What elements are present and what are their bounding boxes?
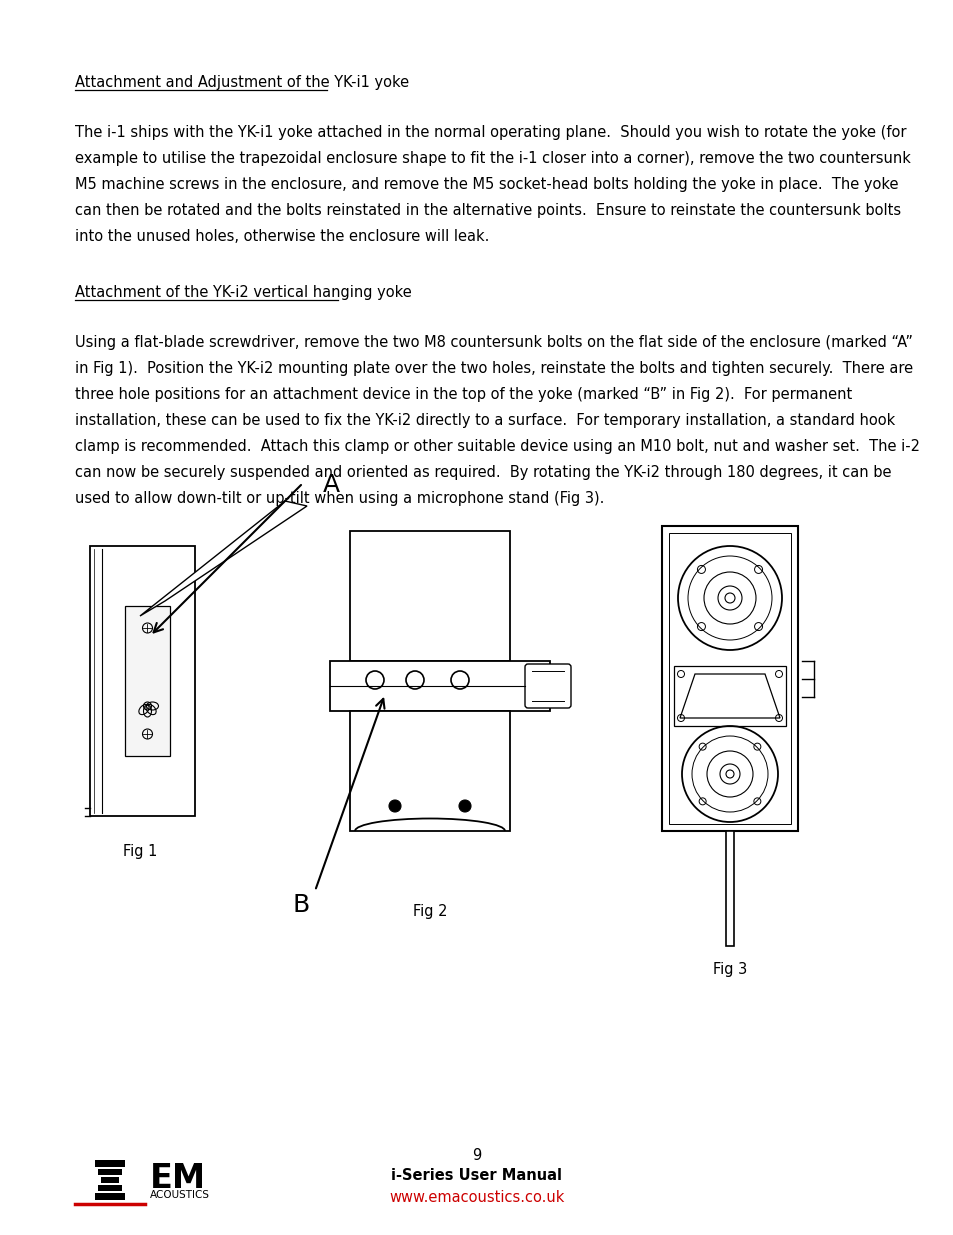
Bar — [725, 831, 733, 946]
Text: www.emacoustics.co.uk: www.emacoustics.co.uk — [389, 1191, 564, 1205]
Text: clamp is recommended.  Attach this clamp or other suitable device using an M10 b: clamp is recommended. Attach this clamp … — [75, 438, 919, 454]
Text: can now be securely suspended and oriented as required.  By rotating the YK-i2 t: can now be securely suspended and orient… — [75, 466, 890, 480]
Text: Fig 1: Fig 1 — [123, 844, 157, 860]
Circle shape — [451, 671, 469, 689]
Text: can then be rotated and the bolts reinstated in the alternative points.  Ensure : can then be rotated and the bolts reinst… — [75, 203, 901, 219]
Text: Attachment and Adjustment of the YK-i1 yoke: Attachment and Adjustment of the YK-i1 y… — [75, 75, 409, 90]
Bar — [350, 531, 510, 661]
Text: ACOUSTICS: ACOUSTICS — [150, 1191, 210, 1200]
Text: used to allow down-tilt or up-tilt when using a microphone stand (Fig 3).: used to allow down-tilt or up-tilt when … — [75, 492, 604, 506]
Text: three hole positions for an attachment device in the top of the yoke (marked “B”: three hole positions for an attachment d… — [75, 387, 851, 403]
Bar — [95, 1160, 125, 1167]
Polygon shape — [140, 501, 307, 616]
Bar — [350, 711, 510, 831]
Bar — [98, 1186, 122, 1191]
Text: Attachment of the YK-i2 vertical hanging yoke: Attachment of the YK-i2 vertical hanging… — [75, 285, 412, 300]
Bar — [330, 661, 550, 711]
Bar — [661, 526, 797, 831]
Bar — [668, 534, 790, 824]
Text: M5 machine screws in the enclosure, and remove the M5 socket-head bolts holding : M5 machine screws in the enclosure, and … — [75, 177, 898, 191]
Text: EM: EM — [150, 1162, 206, 1195]
Bar — [673, 666, 785, 726]
Text: in Fig 1).  Position the YK-i2 mounting plate over the two holes, reinstate the : in Fig 1). Position the YK-i2 mounting p… — [75, 361, 912, 375]
Text: Fig 3: Fig 3 — [712, 962, 746, 977]
Text: into the unused holes, otherwise the enclosure will leak.: into the unused holes, otherwise the enc… — [75, 228, 489, 245]
Text: Using a flat-blade screwdriver, remove the two M8 countersunk bolts on the flat : Using a flat-blade screwdriver, remove t… — [75, 335, 912, 350]
Text: installation, these can be used to fix the YK-i2 directly to a surface.  For tem: installation, these can be used to fix t… — [75, 412, 894, 429]
Text: example to utilise the trapezoidal enclosure shape to fit the i-1 closer into a : example to utilise the trapezoidal enclo… — [75, 151, 910, 165]
Text: i-Series User Manual: i-Series User Manual — [391, 1168, 562, 1183]
Text: The i-1 ships with the YK-i1 yoke attached in the normal operating plane.  Shoul: The i-1 ships with the YK-i1 yoke attach… — [75, 125, 905, 140]
Circle shape — [389, 800, 400, 811]
Text: 9: 9 — [472, 1149, 481, 1163]
Bar — [125, 606, 170, 756]
Circle shape — [458, 800, 471, 811]
Text: A: A — [323, 473, 340, 496]
Bar — [98, 1170, 122, 1174]
Circle shape — [366, 671, 384, 689]
Bar — [101, 1177, 119, 1183]
Bar — [90, 546, 194, 816]
Text: B: B — [293, 893, 310, 918]
Text: Fig 2: Fig 2 — [413, 904, 447, 919]
FancyBboxPatch shape — [524, 664, 571, 708]
Bar — [95, 1193, 125, 1200]
Circle shape — [406, 671, 423, 689]
